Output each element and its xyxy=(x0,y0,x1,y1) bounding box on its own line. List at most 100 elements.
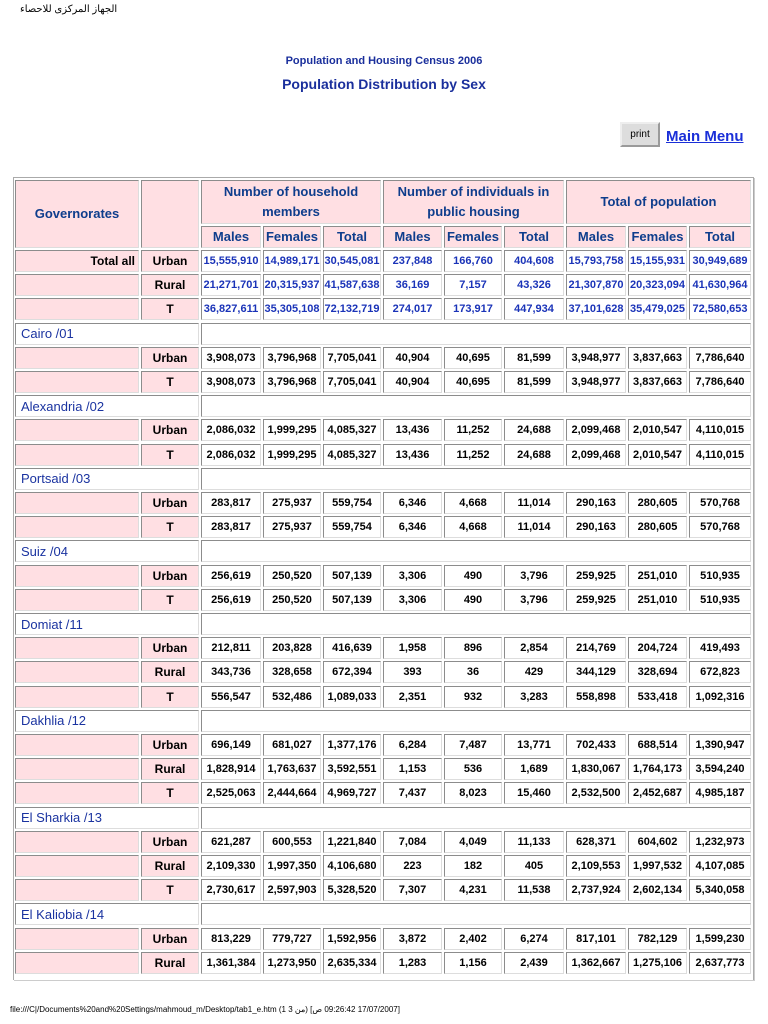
value-cell: 6,346 xyxy=(383,516,442,539)
row-type: T xyxy=(141,371,199,393)
value-cell: 250,520 xyxy=(263,588,321,611)
value-cell: 3,908,073 xyxy=(201,371,261,393)
value-cell: 3,796 xyxy=(504,588,564,611)
row-label xyxy=(15,782,139,805)
value-cell: 507,139 xyxy=(323,564,381,587)
value-cell: 2,635,334 xyxy=(323,951,381,974)
value-cell: 1,958 xyxy=(383,637,442,660)
sub-header: Females xyxy=(444,226,502,248)
row-label xyxy=(15,564,139,587)
value-cell: 13,771 xyxy=(504,734,564,756)
value-cell: 21,307,870 xyxy=(566,274,626,297)
value-cell: 2,532,500 xyxy=(566,782,626,805)
value-cell: 604,602 xyxy=(628,830,687,853)
group-header: Number of individuals in public housing xyxy=(383,180,564,224)
value-cell: 3,306 xyxy=(383,564,442,587)
value-cell: 72,132,719 xyxy=(323,298,381,321)
value-cell: 7,437 xyxy=(383,782,442,805)
row-type: Rural xyxy=(141,951,199,974)
value-cell: 2,099,468 xyxy=(566,419,626,442)
governorate-name: El Sharkia /13 xyxy=(15,806,199,829)
value-cell: 328,658 xyxy=(263,661,321,684)
value-cell: 204,724 xyxy=(628,637,687,660)
row-type: Urban xyxy=(141,492,199,514)
value-cell: 2,444,664 xyxy=(263,782,321,805)
value-cell: 4,110,015 xyxy=(689,419,751,442)
value-cell: 166,760 xyxy=(444,250,502,272)
value-cell: 447,934 xyxy=(504,298,564,321)
value-cell: 702,433 xyxy=(566,734,626,756)
row-label xyxy=(15,274,139,297)
sub-header: Females xyxy=(628,226,687,248)
value-cell: 2,525,063 xyxy=(201,782,261,805)
sub-header: Total xyxy=(323,226,381,248)
value-cell: 13,436 xyxy=(383,443,442,466)
section-row xyxy=(201,903,751,926)
value-cell: 81,599 xyxy=(504,346,564,369)
value-cell: 1,153 xyxy=(383,758,442,781)
value-cell: 4,231 xyxy=(444,879,502,902)
value-cell: 290,163 xyxy=(566,516,626,539)
value-cell: 1,362,667 xyxy=(566,951,626,974)
governorate-name: Cairo /01 xyxy=(15,322,199,345)
governorate-name: Domiat /11 xyxy=(15,613,199,635)
value-cell: 4,985,187 xyxy=(689,782,751,805)
row-type: T xyxy=(141,298,199,321)
value-cell: 283,817 xyxy=(201,516,261,539)
value-cell: 11,252 xyxy=(444,443,502,466)
section-row xyxy=(201,806,751,829)
value-cell: 3,948,977 xyxy=(566,346,626,369)
value-cell: 556,547 xyxy=(201,685,261,708)
governorate-name: Dakhlia /12 xyxy=(15,709,199,732)
value-cell: 8,023 xyxy=(444,782,502,805)
value-cell: 214,769 xyxy=(566,637,626,660)
row-label xyxy=(15,927,139,950)
value-cell: 4,110,015 xyxy=(689,443,751,466)
row-label xyxy=(15,758,139,781)
value-cell: 36,827,611 xyxy=(201,298,261,321)
row-type: Urban xyxy=(141,734,199,756)
value-cell: 779,727 xyxy=(263,927,321,950)
value-cell: 681,027 xyxy=(263,734,321,756)
row-type: Urban xyxy=(141,927,199,950)
governorate-name: Suiz /04 xyxy=(15,540,199,563)
value-cell: 1,997,350 xyxy=(263,855,321,877)
main-menu-link[interactable]: Main Menu xyxy=(666,128,744,145)
value-cell: 11,014 xyxy=(504,516,564,539)
value-cell: 4,049 xyxy=(444,830,502,853)
row-label xyxy=(15,443,139,466)
value-cell: 275,937 xyxy=(263,492,321,514)
governorate-name: Alexandria /02 xyxy=(15,395,199,418)
value-cell: 41,630,964 xyxy=(689,274,751,297)
row-label xyxy=(15,830,139,853)
value-cell: 251,010 xyxy=(628,564,687,587)
value-cell: 558,898 xyxy=(566,685,626,708)
column-header: Governorates xyxy=(15,180,139,248)
value-cell: 2,637,773 xyxy=(689,951,751,974)
value-cell: 2,597,903 xyxy=(263,879,321,902)
value-cell: 3,796 xyxy=(504,564,564,587)
value-cell: 490 xyxy=(444,588,502,611)
footer: file:///C|/Documents%20and%20Settings/ma… xyxy=(10,1005,400,1014)
value-cell: 536 xyxy=(444,758,502,781)
value-cell: 6,274 xyxy=(504,927,564,950)
value-cell: 2,010,547 xyxy=(628,443,687,466)
value-cell: 2,086,032 xyxy=(201,419,261,442)
value-cell: 570,768 xyxy=(689,516,751,539)
value-cell: 600,553 xyxy=(263,830,321,853)
value-cell: 2,109,553 xyxy=(566,855,626,877)
value-cell: 3,594,240 xyxy=(689,758,751,781)
print-button[interactable]: print xyxy=(620,122,660,147)
group-header: Number of household members xyxy=(201,180,381,224)
sub-header: Females xyxy=(263,226,321,248)
value-cell: 3,948,977 xyxy=(566,371,626,393)
value-cell: 1,599,230 xyxy=(689,927,751,950)
value-cell: 328,694 xyxy=(628,661,687,684)
value-cell: 3,283 xyxy=(504,685,564,708)
value-cell: 290,163 xyxy=(566,492,626,514)
value-cell: 2,351 xyxy=(383,685,442,708)
row-label xyxy=(15,855,139,877)
value-cell: 1,592,956 xyxy=(323,927,381,950)
row-type: Rural xyxy=(141,758,199,781)
value-cell: 11,252 xyxy=(444,419,502,442)
